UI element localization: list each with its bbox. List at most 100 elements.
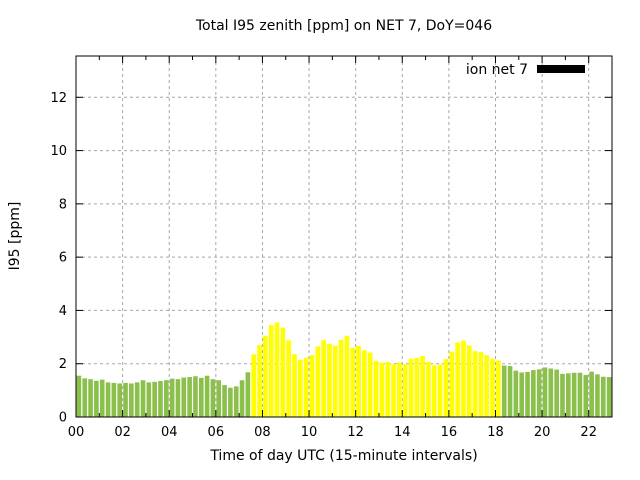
bar [437,364,443,417]
bar [344,335,350,417]
bar [414,357,420,417]
bar [490,358,495,417]
bar [408,358,414,417]
x-axis-label: Time of day UTC (15-minute intervals) [210,448,478,464]
x-tick-label: 08 [254,425,271,440]
x-tick-label: 06 [208,425,225,440]
bar [350,347,356,417]
bar [129,383,134,417]
bar [321,340,326,417]
bar [187,377,192,417]
bar [303,357,309,417]
legend-swatch [537,65,585,73]
bar [379,362,385,417]
x-tick-label: 22 [580,425,597,440]
bar [169,378,175,417]
bar [99,379,105,417]
bar [327,343,332,417]
bar [466,345,472,417]
bar [472,351,478,417]
bar [542,367,548,417]
bar [426,361,431,417]
chart-title: Total I95 zenith [ppm] on NET 7, DoY=046 [195,18,493,34]
bar [402,364,408,417]
bar [397,362,402,417]
x-tick-label: 20 [534,425,551,440]
bar [111,382,117,417]
x-tick-label: 02 [114,425,131,440]
bar [309,355,315,417]
x-tick-label: 12 [347,425,364,440]
bar [455,342,460,417]
plot-frame [75,55,613,418]
bar [501,365,507,417]
bar [94,380,99,417]
bar [228,387,233,417]
bar [175,379,181,417]
bar [554,369,559,417]
bar [245,372,251,417]
bar [140,380,146,417]
bar [367,352,373,417]
y-tick-label: 10 [50,144,67,159]
bar [577,372,583,417]
bar [560,373,565,417]
legend-series-label: ion net 7 [465,62,528,78]
bar [431,365,437,417]
bar [193,376,198,417]
bar [198,377,204,417]
bar [519,372,525,417]
bar [496,360,501,417]
bar [449,351,455,417]
bar [292,354,297,417]
bar [478,351,484,417]
bar [606,377,612,417]
bar [204,375,210,417]
y-tick-label: 0 [59,411,67,426]
bar [280,327,286,417]
bar [163,380,169,417]
bar [257,345,262,417]
bar [565,373,571,417]
bar [216,380,222,417]
bar [88,379,93,417]
bar [461,340,466,417]
bar [239,380,245,417]
y-tick-label: 6 [59,251,67,266]
bar [356,345,361,417]
x-tick-label: 04 [161,425,178,440]
y-tick-label: 8 [59,197,67,212]
bar [315,346,321,417]
bar [362,350,367,417]
bar [222,385,227,417]
y-tick-label: 12 [50,91,67,106]
bar [286,340,291,417]
bar [583,374,589,417]
bar [600,376,606,417]
bar [536,369,542,417]
bar [443,359,449,417]
bar [251,354,257,417]
bar [117,383,123,417]
x-tick-label: 10 [301,425,318,440]
bar [391,364,396,417]
bar [513,370,519,417]
x-tick-label: 16 [441,425,458,440]
bar [373,360,379,417]
y-tick-label: 2 [59,357,67,372]
bar [420,355,425,417]
bar [76,375,82,417]
bar [595,374,600,417]
x-tick-label: 18 [487,425,504,440]
bar [146,382,152,417]
bar [571,372,577,417]
bar [525,371,530,417]
bar [274,322,280,417]
bar [531,370,536,417]
bar [105,382,111,417]
bar [152,381,157,417]
bar [589,371,594,417]
y-tick-label: 4 [59,304,67,319]
